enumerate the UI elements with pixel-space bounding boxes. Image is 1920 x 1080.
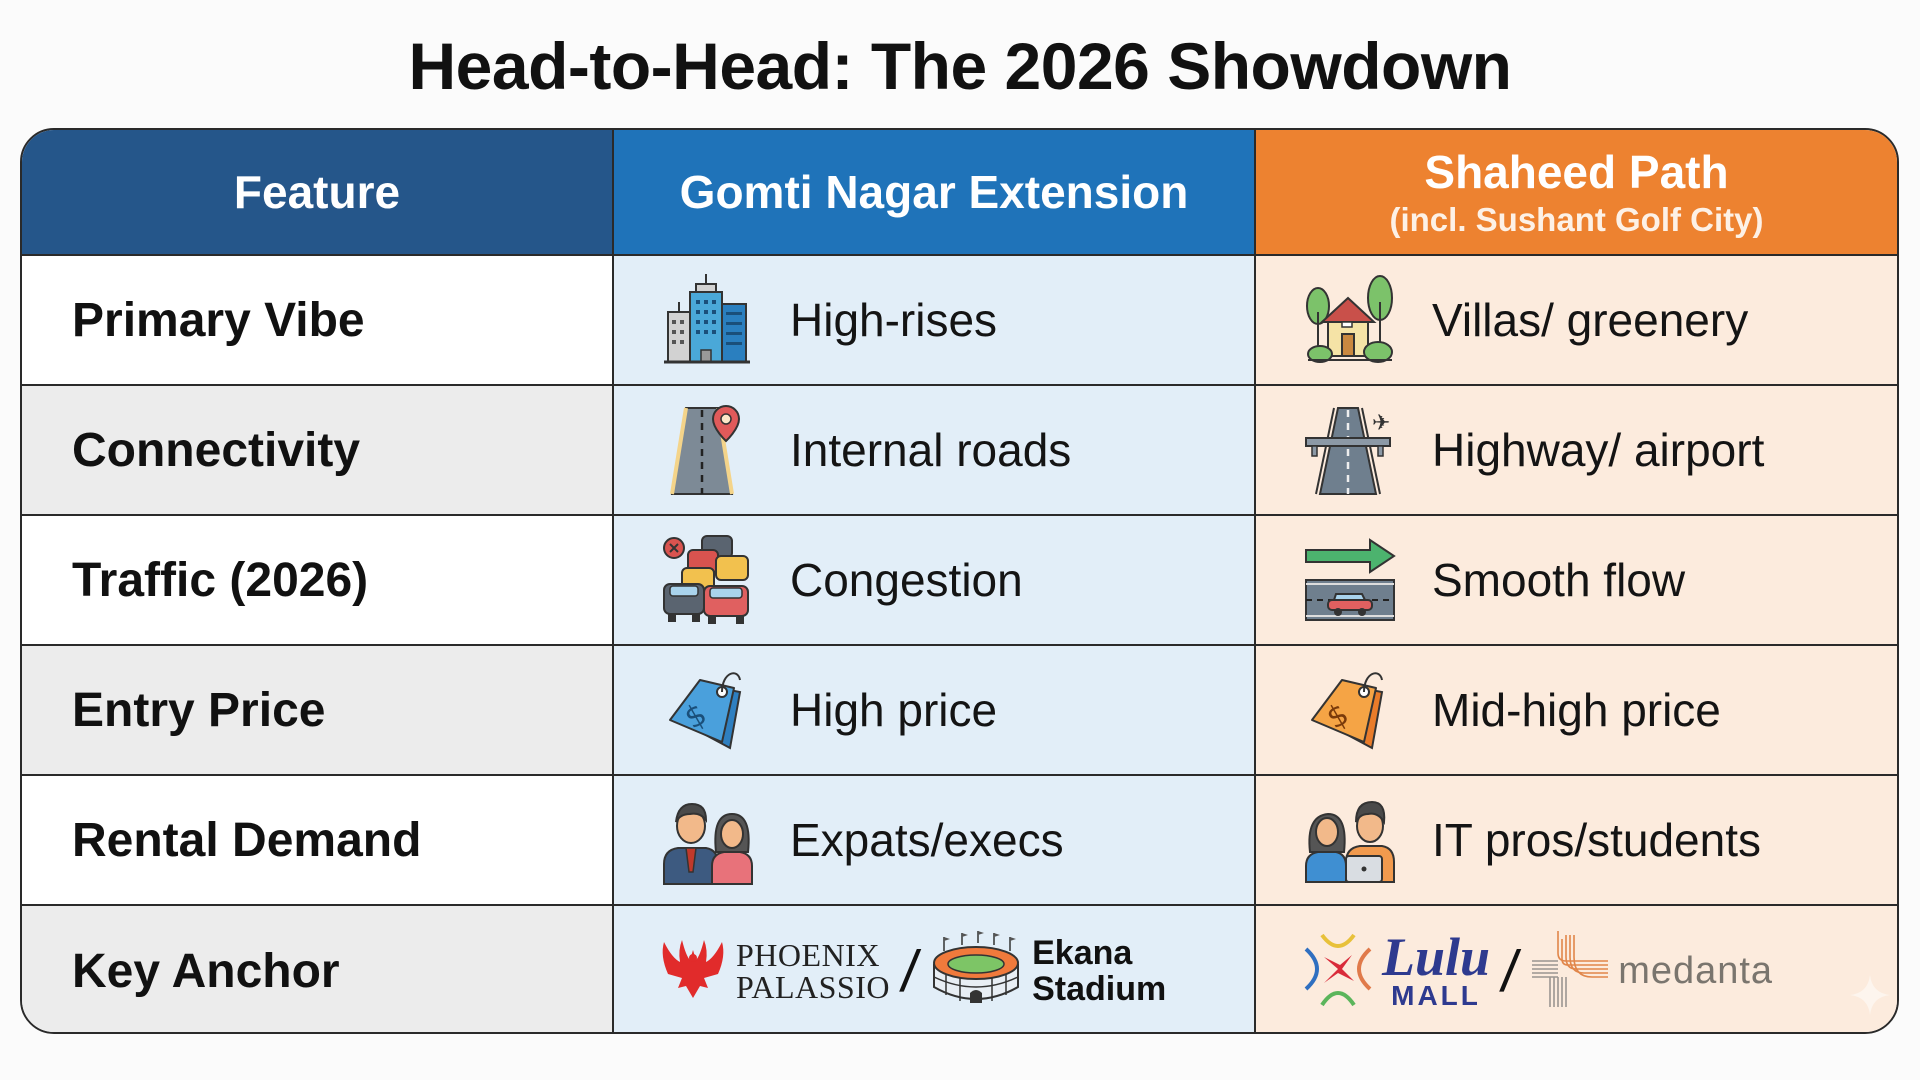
phoenix-logo-icon [658,934,728,1009]
house-with-trees-icon [1300,270,1400,370]
shaheed-cell: ✈ Highway/ airport [1256,386,1897,516]
gomti-anchors: PHOENIX PALASSIO / Ekana Stadium [658,930,1167,1012]
shaheed-value: Highway/ airport [1432,424,1765,476]
medanta-logo-text: medanta [1618,949,1774,992]
gomti-value: High-rises [790,294,998,346]
gomti-value: Expats/execs [790,814,1064,866]
shaheed-cell: Villas/ greenery [1256,256,1897,386]
gomti-value: High price [790,684,998,736]
stadium-icon [930,930,1022,1012]
shaheed-cell: IT pros/students [1256,776,1897,906]
header-gomti-label: Gomti Nagar Extension [679,166,1189,218]
feature-cell: Traffic (2026) [22,516,614,646]
road-with-pin-icon [658,400,758,500]
gomti-cell: PHOENIX PALASSIO / Ekana Stadium [614,906,1256,1032]
svg-text:✈: ✈ [1372,411,1390,436]
feature-cell: Primary Vibe [22,256,614,386]
shaheed-anchors: Lulu MALL / medanta [1300,929,1773,1014]
gomti-cell: Expats/execs [614,776,1256,906]
separator: / [897,938,923,1004]
header-feature: Feature [22,130,614,256]
feature-cell: Connectivity [22,386,614,516]
shaheed-cell: Smooth flow [1256,516,1897,646]
header-feature-label: Feature [233,166,401,218]
gomti-cell: High-rises [614,256,1256,386]
separator: / [1497,938,1523,1004]
feature-cell: Entry Price [22,646,614,776]
lulu-mall-emblem-icon [1300,929,1376,1014]
shaheed-cell: Lulu MALL / medanta [1256,906,1897,1032]
header-shaheed: Shaheed Path (incl. Sushant Golf City) [1256,130,1897,256]
gomti-cell: $ High price [614,646,1256,776]
page-title: Head-to-Head: The 2026 Showdown [408,29,1512,103]
gomti-value: Congestion [790,554,1023,606]
high-rise-buildings-icon [658,270,758,370]
feature-cell: Key Anchor [22,906,614,1032]
ekana-stadium-logo-text: Ekana Stadium [1032,934,1167,1008]
gomti-cell: Internal roads [614,386,1256,516]
smooth-road-arrow-icon [1300,530,1400,630]
shaheed-value: IT pros/students [1432,814,1761,866]
highway-airplane-icon: ✈ [1300,400,1400,500]
lulu-mall-logo-text: Lulu MALL [1382,927,1491,1011]
header-shaheed-sublabel: (incl. Sushant Golf City) [1389,201,1764,238]
feature-cell: Rental Demand [22,776,614,906]
comparison-table: Feature Gomti Nagar Extension Shaheed Pa… [20,128,1899,1034]
gomti-value: Internal roads [790,424,1072,476]
traffic-jam-icon [658,530,758,630]
shaheed-value: Mid-high price [1432,684,1721,736]
gomti-cell: Congestion [614,516,1256,646]
shaheed-value: Villas/ greenery [1432,294,1749,346]
phoenix-palassio-logo-text: PHOENIX PALASSIO [736,937,890,1005]
shaheed-value: Smooth flow [1432,554,1686,606]
executives-icon [658,790,758,890]
students-laptop-icon [1300,790,1400,890]
blue-price-tag-icon: $ [658,660,758,760]
sparkle-watermark-icon [1850,975,1890,1015]
orange-price-tag-icon: $ [1300,660,1400,760]
header-gomti: Gomti Nagar Extension [614,130,1256,256]
shaheed-cell: $ Mid-high price [1256,646,1897,776]
header-shaheed-label: Shaheed Path [1424,146,1729,198]
medanta-cross-icon [1530,929,1610,1014]
